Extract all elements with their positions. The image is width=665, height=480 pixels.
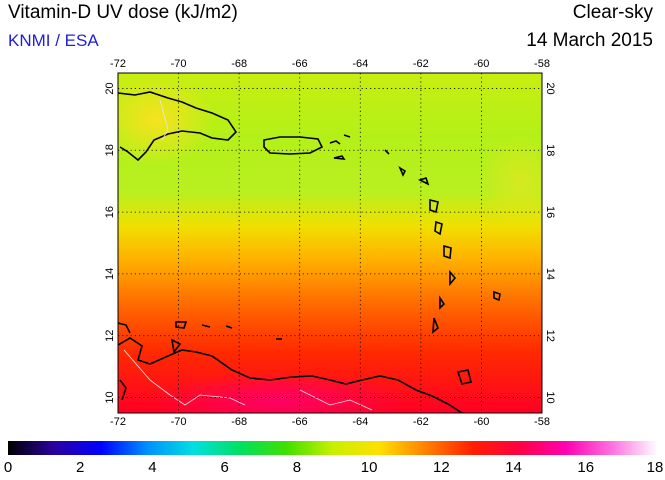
colorbar	[8, 441, 658, 455]
lon-tick-label-top: -72	[110, 58, 126, 70]
borders	[123, 99, 373, 411]
colorbar-tick-label: 4	[148, 459, 157, 476]
lat-tick-label-left: 16	[104, 206, 116, 218]
colorbar-tick-label: 10	[360, 459, 378, 476]
lon-tick-label-bottom: -58	[534, 416, 550, 428]
lat-tick-label-left: 10	[104, 391, 116, 403]
lon-tick-label-top: -58	[534, 58, 550, 70]
lon-tick-label-bottom: -62	[413, 416, 429, 428]
lon-tick-label-top: -70	[171, 58, 187, 70]
organization-label: KNMI / ESA	[8, 31, 99, 50]
lat-tick-label-right: 20	[544, 82, 556, 94]
lon-tick-label-bottom: -64	[352, 416, 368, 428]
lon-tick-label-top: -62	[413, 58, 429, 70]
colorbar-tick-label: 18	[646, 459, 664, 476]
hispaniola-coast	[118, 91, 238, 162]
lat-tick-label-right: 14	[544, 268, 556, 280]
colorbar-tick-label: 16	[577, 459, 595, 476]
lon-tick-label-bottom: -68	[231, 416, 247, 428]
trinidad-coast	[456, 369, 472, 385]
colorbar-tick-label: 14	[505, 459, 522, 476]
lon-tick-label-bottom: -60	[473, 416, 489, 428]
abc-islands	[170, 321, 282, 354]
lon-tick-label-top: -68	[231, 58, 247, 70]
axis-tick-labels: -72 -72 -70 -70 -68 -68 -66 -66 -64 -64 -62 -62 -60 -…	[104, 58, 556, 428]
lat-tick-label-left: 14	[104, 268, 116, 280]
virgin-islands	[329, 134, 351, 160]
lat-tick-label-right: 18	[544, 144, 556, 156]
coastlines	[118, 91, 501, 413]
colorbar-tick-label: 0	[3, 459, 13, 476]
lat-tick-label-left: 20	[104, 82, 116, 94]
lon-tick-label-bottom: -66	[292, 416, 308, 428]
lat-tick-label-left: 12	[104, 330, 116, 342]
date-label: 14 March 2015	[526, 30, 653, 51]
colorbar-tick-label: 12	[432, 459, 450, 476]
sky-condition-label: Clear-sky	[572, 2, 653, 23]
lon-tick-label-top: -64	[352, 58, 368, 70]
colorbar-tick-label: 6	[220, 459, 229, 476]
lon-tick-label-bottom: -70	[171, 416, 187, 428]
lon-tick-label-top: -60	[473, 58, 489, 70]
colorbar-tick-label: 2	[76, 459, 85, 476]
graticule	[118, 73, 542, 413]
map-frame	[117, 72, 543, 414]
venezuela-coast	[118, 337, 463, 413]
lon-tick-label-top: -66	[292, 58, 308, 70]
lat-tick-label-left: 18	[104, 144, 116, 156]
map-title: Vitamin-D UV dose (kJ/m2)	[8, 2, 238, 23]
lesser-antilles	[384, 149, 501, 334]
colorbar-tick-label: 8	[292, 459, 302, 476]
lat-tick-label-right: 10	[544, 391, 556, 403]
data-field	[118, 73, 542, 413]
lat-tick-label-right: 16	[544, 206, 556, 218]
lat-tick-label-right: 12	[544, 330, 556, 342]
colombia-coast	[118, 322, 131, 401]
lon-tick-label-bottom: -72	[110, 416, 126, 428]
